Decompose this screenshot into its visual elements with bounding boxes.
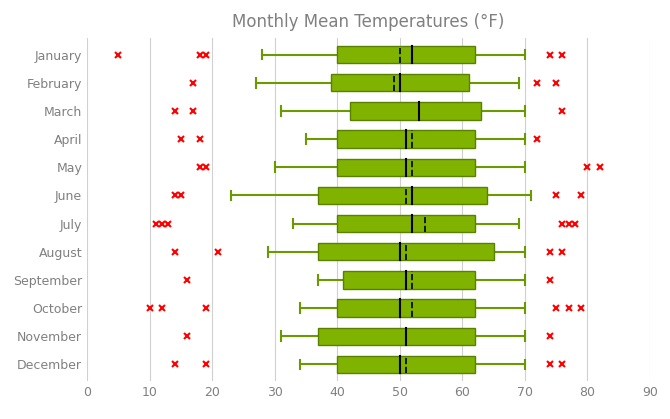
Bar [337,299,475,317]
Bar [337,356,475,373]
Bar [318,328,475,345]
Bar [337,215,475,232]
Bar [337,158,475,176]
Bar [337,130,475,148]
Title: Monthly Mean Temperatures (°F): Monthly Mean Temperatures (°F) [232,13,505,31]
Bar [350,102,481,120]
Bar [318,187,487,204]
Bar [318,243,494,261]
Bar [331,74,468,91]
Bar [344,271,475,289]
Bar [337,46,475,63]
